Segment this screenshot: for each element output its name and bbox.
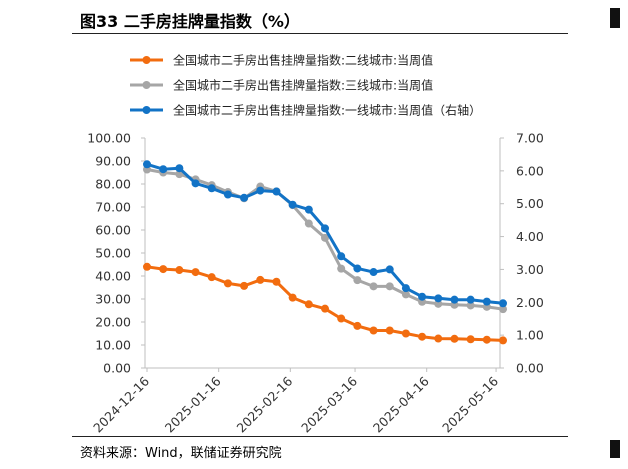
series-1-point: [175, 266, 184, 275]
series-1-point: [191, 268, 200, 277]
adjacent-figure-edge-bottom: [610, 440, 620, 458]
series-line-3: [145, 162, 505, 305]
left-tick-label: 100.00: [87, 131, 131, 146]
series-1-point: [450, 334, 459, 343]
legend-label: 全国城市二手房出售挂牌量指数:三线城市:当周值: [173, 78, 433, 93]
series-1-point: [369, 326, 378, 335]
series-1-point: [159, 265, 168, 274]
x-tick-label: 2024-12-16: [90, 373, 152, 435]
legend-swatch-marker: [142, 81, 151, 89]
x-tick-label: 2025-04-16: [370, 373, 432, 435]
series-3-point: [337, 252, 346, 261]
legend-swatch-marker: [142, 106, 151, 114]
series-1-point: [321, 304, 329, 313]
series-3-point: [159, 165, 168, 174]
series-3-point: [369, 268, 378, 277]
right-tick-label: 4.00: [516, 229, 544, 244]
left-tick-label: 20.00: [95, 315, 131, 330]
series-1-point: [337, 314, 346, 323]
left-tick-label: 70.00: [95, 200, 131, 215]
series-2-point: [499, 305, 507, 314]
legend-swatch-marker: [142, 56, 151, 64]
series-3-point: [401, 284, 410, 293]
series-1-point: [401, 329, 410, 338]
legend-label: 全国城市二手房出售挂牌量指数:二线城市:当周值: [173, 53, 433, 68]
series-1-point: [240, 281, 249, 290]
series-2-point: [304, 219, 313, 228]
series-1-point: [272, 277, 281, 286]
series-1-point: [353, 321, 362, 330]
right-tick-label: 2.00: [516, 295, 544, 310]
series-2-point: [337, 264, 346, 273]
series-1-point: [288, 293, 297, 302]
series-3-point: [207, 184, 216, 193]
left-tick-label: 50.00: [95, 246, 131, 261]
right-tick-label: 3.00: [516, 262, 544, 277]
series-3-point: [385, 265, 394, 274]
figure-title: 图33 二手房挂牌量指数（%）: [80, 12, 300, 31]
series-3-point: [288, 200, 297, 209]
series-2-point: [353, 276, 362, 285]
left-tick-label: 0.00: [103, 361, 131, 376]
series-1-point: [482, 335, 491, 344]
series-3-point: [240, 193, 249, 202]
series-1-point: [466, 335, 475, 344]
adjacent-figure-edge: [610, 8, 620, 28]
series-3-point: [499, 299, 507, 308]
legend-label: 全国城市二手房出售挂牌量指数:一线城市:当周值（右轴）: [173, 103, 481, 118]
left-tick-label: 60.00: [95, 223, 131, 238]
right-tick-label: 5.00: [516, 196, 544, 211]
series-1-point: [207, 273, 216, 282]
left-tick-label: 80.00: [95, 177, 131, 192]
series-3-point: [272, 187, 281, 196]
series-1-point: [256, 275, 265, 284]
series-3-point: [175, 164, 184, 173]
right-tick-label: 0.00: [516, 361, 544, 376]
x-tick-label: 2025-03-16: [298, 373, 360, 435]
series-1-point: [304, 300, 313, 309]
right-tick-label: 6.00: [516, 163, 544, 178]
series-3-point: [434, 294, 443, 303]
left-tick-label: 40.00: [95, 269, 131, 284]
series-3-point: [482, 297, 491, 306]
series-2-point: [401, 290, 410, 299]
series-3-point: [191, 179, 200, 188]
series-1-point: [418, 332, 427, 341]
series-3-point: [304, 205, 313, 214]
right-tick-label: 1.00: [516, 328, 544, 343]
series-1-point: [223, 279, 232, 288]
left-tick-label: 90.00: [95, 154, 131, 169]
series-1-point: [385, 326, 394, 335]
x-tick-label: 2025-01-16: [162, 373, 224, 435]
left-tick-label: 10.00: [95, 338, 131, 353]
series-2-point: [175, 170, 184, 179]
series-1-point: [499, 336, 507, 345]
series-3-point: [353, 264, 362, 273]
series-3-point: [450, 295, 459, 304]
title-rule: [72, 33, 568, 34]
series-2-point: [385, 282, 394, 291]
source-rule: [72, 436, 568, 437]
series-2-point: [434, 299, 443, 308]
series-3-point: [223, 190, 232, 199]
x-tick-label: 2025-05-16: [439, 373, 501, 435]
series-3-point: [143, 160, 151, 169]
series-3-point: [466, 295, 475, 304]
left-tick-label: 30.00: [95, 292, 131, 307]
x-tick-label: 2025-02-16: [233, 373, 295, 435]
source-note: 资料来源：Wind，联储证券研究院: [80, 446, 282, 461]
series-3-point: [321, 224, 329, 233]
right-tick-label: 7.00: [516, 131, 544, 146]
series-2-point: [466, 301, 475, 310]
series-1-point: [143, 262, 151, 271]
series-3-point: [256, 186, 265, 195]
series-2-point: [369, 282, 378, 291]
series-3-point: [418, 292, 427, 301]
series-1-point: [434, 334, 443, 343]
series-2-point: [321, 233, 329, 242]
